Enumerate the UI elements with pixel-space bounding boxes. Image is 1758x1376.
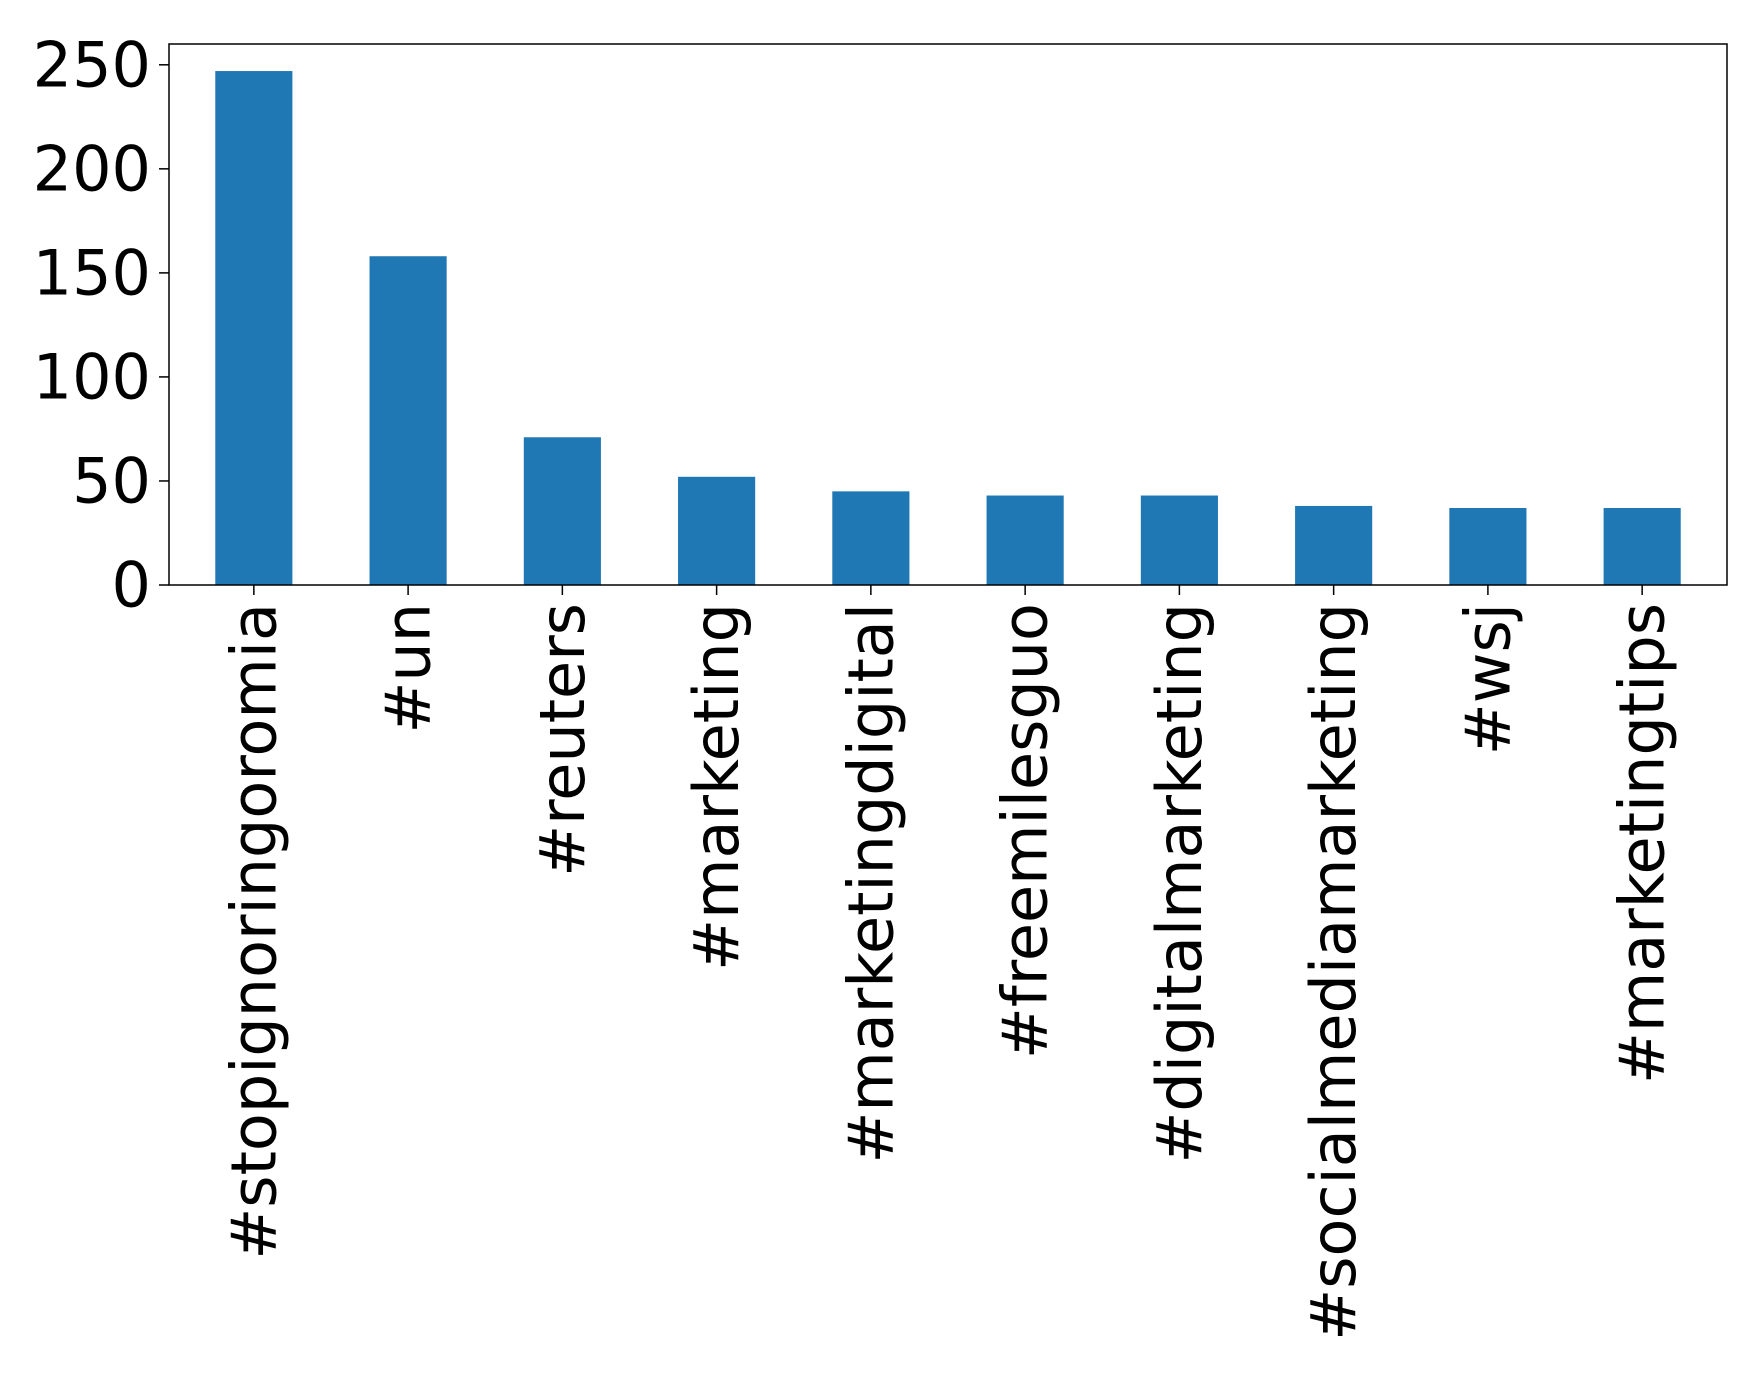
x-tick-label: #socialmediamarketing (1297, 603, 1370, 1341)
y-axis: 0 50 100 150 200 250 (33, 28, 169, 622)
x-tick-label: #stopignoringoromia (217, 603, 290, 1260)
bar (1295, 505, 1373, 585)
x-tick-label: #digitalmarketing (1143, 603, 1216, 1164)
bar (1449, 508, 1527, 585)
plot-frame (168, 43, 1728, 586)
x-tick-label: #marketingtips (1606, 603, 1679, 1084)
bar (369, 256, 447, 585)
bar (523, 437, 601, 585)
bar (832, 491, 910, 585)
x-tick-label: #wsj (1451, 603, 1524, 755)
x-tick-label: #freemilesguo (989, 603, 1062, 1059)
y-tick-label: 0 (112, 549, 151, 622)
x-tick-label: #reuters (526, 603, 599, 877)
x-axis: #stopignoringoromia #un #reuters #marketing… (217, 585, 1679, 1341)
y-tick-label: 100 (33, 340, 151, 413)
bars-group (215, 71, 1681, 586)
bar (1603, 508, 1681, 585)
x-tick-label: #un (372, 603, 445, 734)
y-tick-label: 150 (33, 236, 151, 309)
x-tick-label: #marketingdigital (834, 603, 907, 1164)
bar (678, 476, 756, 585)
bar (215, 71, 293, 586)
bar (986, 495, 1064, 585)
bar (1140, 495, 1218, 585)
x-tick-label: #marketing (680, 603, 753, 971)
y-tick-label: 50 (72, 444, 151, 517)
y-tick-label: 200 (33, 132, 151, 205)
y-tick-label: 250 (33, 28, 151, 101)
